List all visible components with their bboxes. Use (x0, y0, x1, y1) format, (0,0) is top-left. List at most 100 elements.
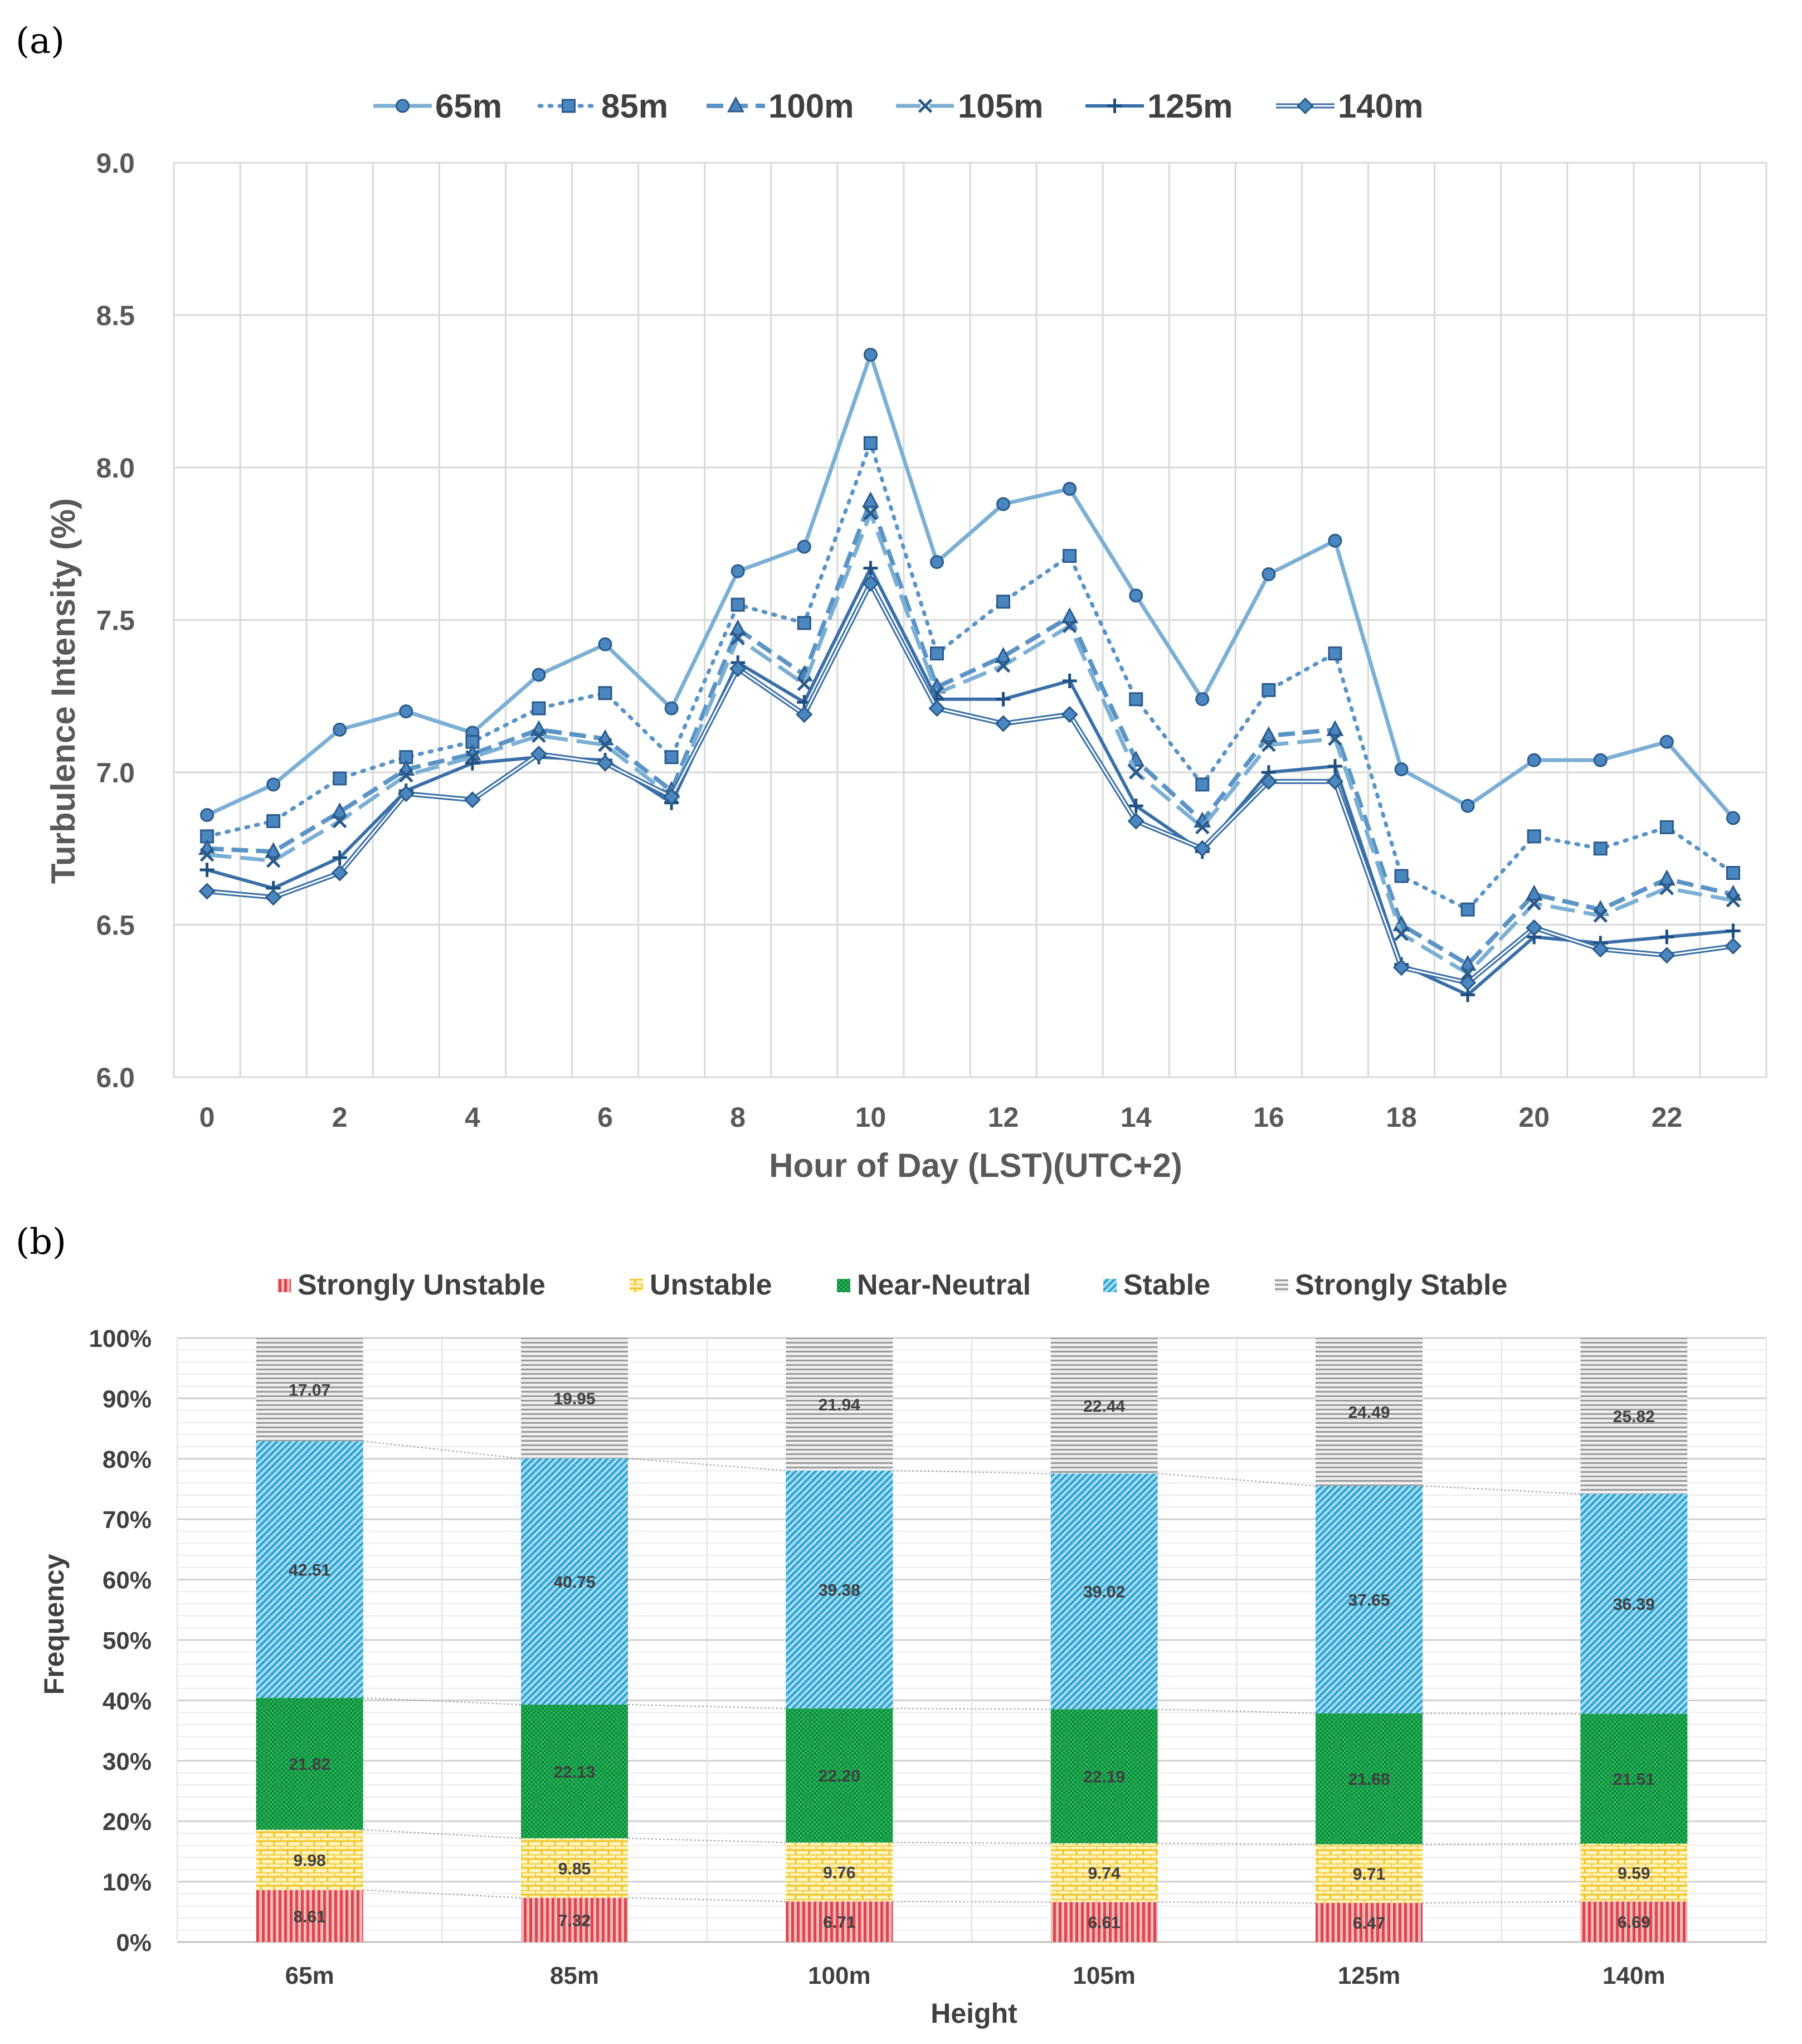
legend-label: Strongly Stable (1295, 1269, 1507, 1301)
data-point (532, 728, 546, 743)
data-point (1527, 896, 1541, 911)
data-point (1726, 811, 1740, 825)
data-point (730, 597, 745, 612)
data-label: 9.85 (558, 1860, 591, 1878)
bar-segment-strongly-stable (521, 1338, 628, 1459)
data-point (995, 715, 1012, 732)
series-connector (893, 1901, 1051, 1903)
bar-segment-near-neutral (1316, 1713, 1423, 1845)
data-point (928, 700, 946, 717)
bar-65m: 8.61 9.98 21.82 42.51 17.07 (256, 1338, 363, 1942)
data-point (1659, 820, 1674, 834)
data-point (1062, 619, 1077, 634)
data-point (532, 668, 546, 682)
y-tick-label: 90% (103, 1385, 152, 1413)
x-tick-label: 125m (1338, 1962, 1401, 1989)
legend: 65m 85m 100m 105m 125m 140m (373, 87, 1423, 125)
data-point (199, 847, 215, 862)
bar-segment-stable (786, 1470, 893, 1709)
bar-140m: 6.69 9.59 21.51 36.39 25.82 (1580, 1338, 1688, 1942)
series-connector (363, 1440, 522, 1459)
data-point (596, 755, 614, 772)
series-connector (1422, 1901, 1581, 1904)
data-point (1394, 762, 1409, 777)
x-tick-label: 65m (285, 1962, 334, 1989)
data-point (266, 777, 281, 792)
data-point (996, 595, 1011, 609)
legend-label: 100m (768, 87, 854, 125)
series-connector (1157, 1901, 1316, 1904)
y-axis-title: Frequency (38, 1554, 70, 1695)
bar-segment-near-neutral (521, 1704, 628, 1838)
data-point (1394, 869, 1409, 883)
data-label: 22.44 (1083, 1398, 1125, 1416)
legend-item-125m: 125m (1085, 87, 1233, 125)
data-label: 25.82 (1613, 1408, 1655, 1426)
bar-segment-strongly-stable (1580, 1338, 1688, 1494)
series-connector (1422, 1485, 1581, 1495)
y-tick-label: 6.5 (96, 910, 135, 941)
x-tick-label: 85m (550, 1962, 599, 1989)
data-point (333, 722, 347, 737)
legend-marker (396, 99, 410, 113)
data-point (1328, 533, 1342, 548)
legend-label: 85m (601, 87, 668, 125)
x-tick-label: 0 (199, 1102, 215, 1133)
data-point (1063, 549, 1077, 563)
x-tick-label: 2 (332, 1102, 348, 1133)
legend-item-strongly-stable: Strongly Stable (1275, 1269, 1507, 1301)
data-label: 6.61 (1088, 1914, 1120, 1932)
data-point (1195, 777, 1210, 792)
y-tick-label: 9.0 (96, 148, 135, 179)
bar-segment-stable (521, 1458, 628, 1705)
legend-marker (918, 99, 933, 113)
data-point (1659, 881, 1674, 896)
data-point (1262, 567, 1276, 581)
series-connector (893, 1469, 1051, 1474)
data-point (1392, 958, 1410, 976)
data-point (1128, 765, 1143, 780)
x-tick-label: 140m (1603, 1962, 1665, 1989)
data-label: 9.74 (1088, 1865, 1121, 1883)
data-point (265, 842, 283, 858)
data-point (1195, 692, 1210, 707)
legend-label: 140m (1338, 87, 1423, 125)
x-axis-ticks: 65m 85m 100m 105m 125m 140m (285, 1962, 1665, 1989)
data-point (1526, 919, 1543, 937)
data-point (995, 646, 1012, 663)
legend-item-stable: Stable (1103, 1269, 1210, 1301)
data-point (530, 720, 548, 736)
bars-group: 8.61 9.98 21.82 42.51 17.07 7.32 9.85 22.13 40.7… (256, 1338, 1688, 1942)
y-tick-label: 8.0 (96, 452, 135, 484)
data-point (465, 756, 480, 771)
data-point (797, 616, 811, 630)
data-label: 6.69 (1618, 1914, 1650, 1932)
data-point (598, 686, 612, 700)
data-point (1128, 799, 1143, 814)
stacked-bar-chart-stability-frequency: 0% 10% 20% 30% 40% 50% 60% 70% 80% 90% 100% 8.61 9.… (38, 1269, 1767, 2029)
data-point (1659, 929, 1674, 945)
legend-marker (1297, 97, 1314, 115)
data-point (1328, 646, 1342, 661)
data-point (1593, 908, 1608, 923)
data-point (598, 738, 612, 752)
bar-segment-strongly-unstable (256, 1890, 363, 1942)
series-line (205, 441, 1735, 912)
series-connector (627, 1704, 786, 1709)
bar-125m: 6.47 9.71 21.68 37.65 24.49 (1316, 1338, 1423, 1942)
data-point (266, 814, 281, 829)
legend-label: Strongly Unstable (298, 1269, 546, 1301)
data-point (729, 660, 747, 678)
data-point (399, 768, 413, 783)
data-point (532, 701, 546, 716)
legend-swatch (837, 1279, 850, 1292)
data-point (1525, 884, 1543, 901)
bar-segment-near-neutral (256, 1697, 363, 1830)
line-chart-turbulence-intensity: 6.0 6.5 7.0 7.5 8.0 8.5 9.0 0 2 4 6 8 10 12 14 16 18 20 2… (45, 87, 1767, 1184)
legend-item-65m: 65m (373, 87, 502, 125)
bar-segment-strongly-unstable (786, 1901, 893, 1942)
data-point (1328, 732, 1342, 746)
x-tick-label: 4 (465, 1102, 480, 1133)
data-point (1726, 923, 1741, 938)
y-tick-label: 7.0 (96, 757, 135, 789)
